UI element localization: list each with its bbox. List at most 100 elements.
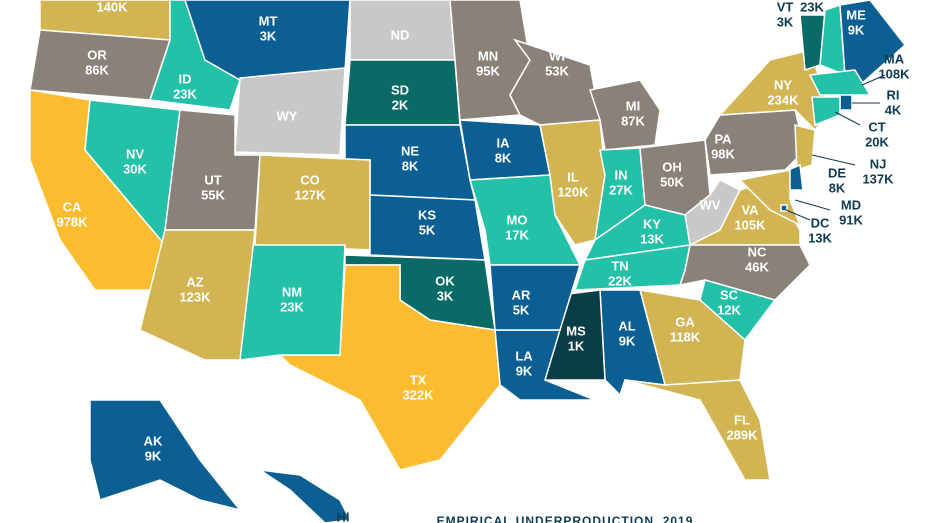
state-abbr: MA [884, 51, 905, 66]
state-abbr: AR [512, 287, 531, 302]
state-abbr: OK [435, 273, 455, 288]
state-shape [259, 469, 352, 523]
state-value: 23K [280, 299, 304, 314]
state-abbr: AK [144, 433, 163, 448]
footer-title: EMPIRICAL UNDERPRODUCTION, 2019 [437, 514, 694, 523]
state-value: 978K [56, 214, 88, 229]
state-abbr: WY [277, 108, 298, 123]
state-value: 8K [402, 158, 419, 173]
state-value: 8K [829, 180, 846, 195]
state-abbr: TN [611, 258, 628, 273]
state-value: 127K [294, 187, 326, 202]
state-abbr: NY [774, 77, 792, 92]
state-value: 140K [96, 0, 128, 14]
state-abbr: MS [566, 323, 586, 338]
state-abbr: IL [567, 169, 579, 184]
leader-line [834, 111, 861, 126]
leader-line [785, 209, 811, 221]
state-value: 30K [123, 161, 147, 176]
state-value: 5K [419, 222, 436, 237]
state-value: 289K [726, 427, 758, 442]
state-value: 22K [608, 273, 632, 288]
state-value: 27K [609, 182, 633, 197]
state-abbr: MO [507, 212, 528, 227]
state-value: 105K [734, 217, 766, 232]
state-abbr: CT [868, 119, 885, 134]
state-abbr: PA [714, 131, 732, 146]
state-abbr: UT [204, 172, 221, 187]
state-value: 2K [392, 97, 409, 112]
state-shape [780, 204, 788, 212]
state-abbr: HI [337, 509, 350, 523]
state-abbr: OR [87, 47, 107, 62]
state-value: 23K [800, 0, 824, 14]
state-abbr: WI [549, 48, 565, 63]
state-shape [489, 264, 582, 331]
state-shape [573, 244, 691, 291]
state-abbr: NM [282, 284, 302, 299]
state-value: 5K [513, 302, 530, 317]
state-value: 9K [145, 448, 162, 463]
state-abbr: NC [748, 244, 767, 259]
state-abbr: KY [643, 216, 661, 231]
state-shape [89, 399, 242, 512]
state-value: 3K [437, 288, 454, 303]
state-value: 95K [476, 63, 500, 78]
state-value: 322K [402, 387, 434, 402]
state-abbr: NJ [870, 156, 887, 171]
state-value: 53K [545, 63, 569, 78]
state-shape [254, 154, 371, 251]
state-shape [139, 229, 256, 361]
state-value: 55K [201, 187, 225, 202]
state-abbr: SC [720, 287, 739, 302]
state-value: 23K [173, 86, 197, 101]
state-value: 98K [711, 146, 735, 161]
state-abbr: SD [391, 82, 409, 97]
state-abbr: WV [700, 197, 721, 212]
state-shape [539, 119, 606, 246]
state-value: 87K [621, 113, 645, 128]
state-abbr: AL [618, 318, 635, 333]
state-abbr: ND [391, 27, 410, 42]
state-value: 91K [839, 212, 863, 227]
state-value: 20K [865, 134, 889, 149]
state-shape [811, 96, 841, 127]
state-abbr: TX [410, 372, 427, 387]
state-abbr: DC [811, 215, 830, 230]
state-abbr: GA [675, 314, 695, 329]
state-value: 118K [670, 329, 701, 344]
state-abbr: AZ [186, 274, 203, 289]
state-abbr: ID [179, 71, 192, 86]
state-value: 9K [516, 363, 533, 378]
leader-line [861, 74, 886, 86]
state-abbr: ME [846, 7, 866, 22]
state-value: 234K [767, 92, 799, 107]
state-value: 13K [640, 231, 664, 246]
state-value: 9K [848, 22, 865, 37]
state-abbr: MD [841, 197, 861, 212]
state-abbr: IA [497, 135, 511, 150]
state-abbr: VT [777, 0, 794, 14]
state-abbr: RI [887, 87, 900, 102]
state-shape [839, 0, 907, 86]
state-value: 50K [660, 174, 684, 189]
state-abbr: DE [828, 165, 846, 180]
state-shape [839, 94, 853, 111]
state-value: 12K [717, 302, 741, 317]
state-abbr: FL [734, 412, 750, 427]
state-value: 9K [619, 333, 636, 348]
state-value: 120K [557, 184, 589, 199]
state-value: 46K [745, 259, 769, 274]
leader-line [794, 199, 831, 211]
state-shape [794, 124, 816, 172]
state-abbr: KS [418, 207, 436, 222]
state-abbr: NV [126, 146, 144, 161]
state-abbr: MN [478, 48, 498, 63]
state-abbr: MI [626, 98, 640, 113]
state-abbr: MT [259, 13, 278, 28]
state-value: 17K [505, 227, 529, 242]
state-abbr: CO [300, 172, 320, 187]
state-value: 1K [568, 338, 585, 353]
